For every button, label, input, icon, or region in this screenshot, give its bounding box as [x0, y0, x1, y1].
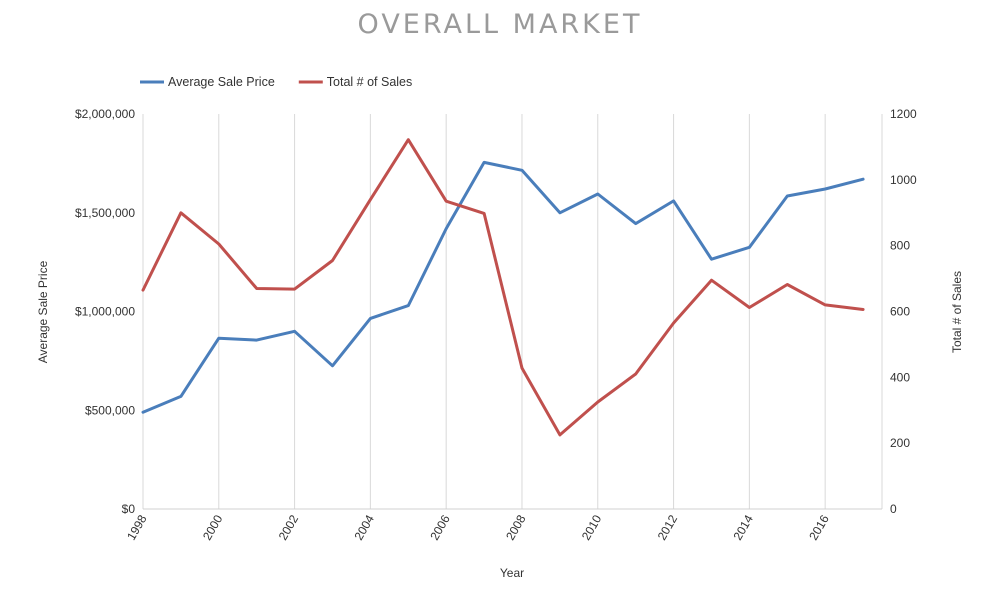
left-axis-title: Average Sale Price	[36, 260, 50, 363]
right-tick-label: 0	[890, 502, 897, 516]
x-tick-label: 2014	[730, 512, 756, 542]
legend: Average Sale Price Total # of Sales	[140, 75, 412, 89]
series-line-total-of-sales	[141, 138, 865, 437]
right-tick-label: 200	[890, 436, 910, 450]
right-tick-label: 400	[890, 370, 910, 384]
legend-label-total-of-sales: Total # of Sales	[327, 75, 412, 89]
right-tick-label: 600	[890, 305, 910, 319]
left-tick-label: $1,500,000	[75, 206, 135, 220]
left-tick-label: $2,000,000	[75, 107, 135, 121]
x-axis-title: Year	[500, 566, 524, 580]
x-tick-label: 2006	[427, 512, 453, 542]
x-tick-label: 2000	[200, 512, 226, 542]
x-tick-label: 2008	[503, 512, 529, 542]
series-lines	[141, 138, 865, 437]
right-tick-label: 800	[890, 239, 910, 253]
x-tick-label: 2010	[579, 512, 605, 542]
axes: 1998 2000 2002 2004 2006 2008 2010 2012 2014 2016…	[75, 107, 917, 543]
x-tick-label: 1998	[124, 512, 150, 542]
legend-label-average-sale-price: Average Sale Price	[168, 75, 275, 89]
left-tick-label: $1,000,000	[75, 305, 135, 319]
grid-lines	[142, 114, 883, 509]
series-line-average-sale-price	[141, 160, 865, 414]
left-tick-label: $500,000	[85, 403, 135, 417]
left-tick-label: $0	[122, 502, 136, 516]
right-axis-title: Total # of Sales	[950, 271, 964, 353]
right-tick-label: 1000	[890, 173, 917, 187]
x-tick-label: 2004	[352, 512, 378, 542]
x-tick-label: 2002	[276, 512, 302, 542]
x-tick-label: 2016	[806, 512, 832, 542]
chart-title: OVERALL MARKET	[358, 9, 643, 40]
right-tick-label: 1200	[890, 107, 917, 121]
x-tick-label: 2012	[655, 512, 681, 542]
